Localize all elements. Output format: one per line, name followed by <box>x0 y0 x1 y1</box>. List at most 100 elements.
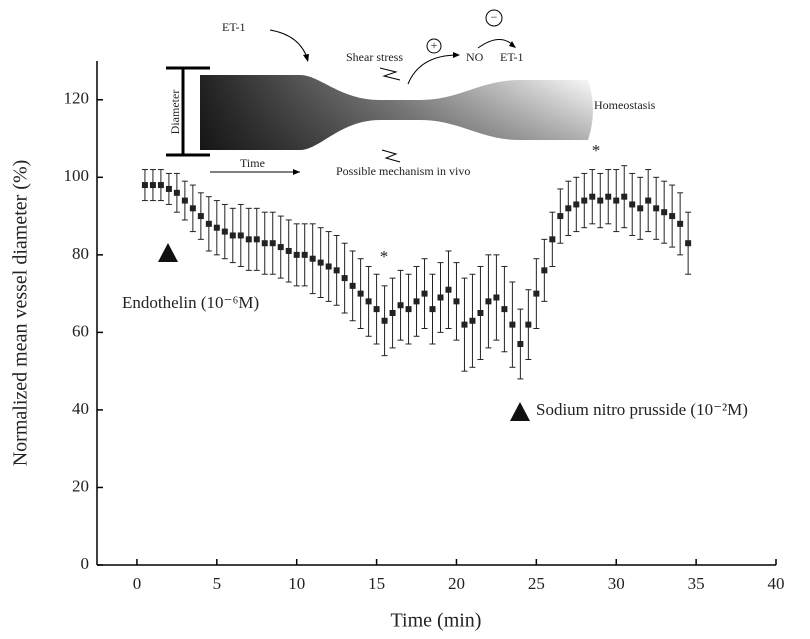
y-tick-label: 100 <box>64 166 90 185</box>
y-tick-label: 60 <box>72 321 89 340</box>
point <box>525 321 532 328</box>
point <box>197 213 204 220</box>
point <box>245 236 252 243</box>
inset-label: Homeostasis <box>594 98 656 112</box>
point <box>645 197 652 204</box>
inset-diagram: Diameter Time Possible mechanism in vivo… <box>166 9 656 178</box>
x-tick-label: 20 <box>448 574 465 593</box>
annotation: Sodium nitro prusside (10⁻²M) <box>536 400 748 419</box>
zigzag <box>379 67 401 81</box>
point <box>349 282 356 289</box>
point <box>453 298 460 305</box>
point <box>181 197 188 204</box>
point <box>565 205 572 212</box>
point <box>165 185 172 192</box>
point <box>381 317 388 324</box>
triangle-marker <box>158 243 178 262</box>
x-tick-label: 15 <box>368 574 385 593</box>
point <box>445 286 452 293</box>
point <box>605 193 612 200</box>
point <box>189 205 196 212</box>
inset-label: Diameter <box>168 90 182 135</box>
point <box>301 251 308 258</box>
point <box>461 321 468 328</box>
arrow-head <box>293 169 300 175</box>
point <box>157 182 164 189</box>
point <box>533 290 540 297</box>
point <box>621 193 628 200</box>
point <box>509 321 516 328</box>
point <box>237 232 244 239</box>
point <box>149 182 156 189</box>
point <box>677 220 684 227</box>
point <box>685 240 692 247</box>
sign-circle <box>426 38 442 54</box>
point <box>309 255 316 262</box>
point <box>253 236 260 243</box>
x-tick-label: 25 <box>528 574 545 593</box>
point <box>541 267 548 274</box>
point <box>549 236 556 243</box>
vessel-shade <box>200 75 593 150</box>
point <box>613 197 620 204</box>
x-tick-label: 0 <box>133 574 142 593</box>
x-tick-label: 5 <box>213 574 222 593</box>
point <box>213 224 220 231</box>
point <box>229 232 236 239</box>
point <box>501 306 508 313</box>
inset-label: ET-1 <box>222 20 246 34</box>
point <box>581 197 588 204</box>
inset-label: Possible mechanism in vivo <box>336 164 470 178</box>
point <box>373 306 380 313</box>
point <box>437 294 444 301</box>
point <box>221 228 228 235</box>
point <box>141 182 148 189</box>
point <box>269 240 276 247</box>
point <box>485 298 492 305</box>
point <box>285 247 292 254</box>
point <box>365 298 372 305</box>
inset-label: + <box>431 38 438 52</box>
y-tick-label: 0 <box>81 554 90 573</box>
point <box>589 193 596 200</box>
point <box>357 290 364 297</box>
point <box>629 201 636 208</box>
x-tick-label: 30 <box>608 574 625 593</box>
point <box>205 220 212 227</box>
y-tick-label: 40 <box>72 399 89 418</box>
inset-label: Time <box>240 156 265 170</box>
y-tick-label: 80 <box>72 244 89 263</box>
annotation: Endothelin (10⁻⁶M) <box>122 293 259 312</box>
arrow <box>477 39 515 49</box>
point <box>333 267 340 274</box>
annotation: * <box>380 247 389 266</box>
point <box>325 263 332 270</box>
sign-circle <box>485 9 503 27</box>
point <box>261 240 268 247</box>
y-tick-label: 20 <box>72 476 89 495</box>
x-axis-label: Time (min) <box>391 610 482 632</box>
point <box>397 302 404 309</box>
arrow-head <box>509 41 516 48</box>
y-axis-label: Normalized mean vessel diameter (%) <box>10 160 32 467</box>
point <box>413 298 420 305</box>
point <box>597 197 604 204</box>
triangle-marker <box>510 402 530 421</box>
point <box>517 341 524 348</box>
point <box>493 294 500 301</box>
point <box>653 205 660 212</box>
point <box>341 275 348 282</box>
point <box>669 213 676 220</box>
point <box>317 259 324 266</box>
y-tick-label: 120 <box>64 89 90 108</box>
arrow-head <box>303 54 309 62</box>
point <box>573 201 580 208</box>
point <box>429 306 436 313</box>
point <box>405 306 412 313</box>
point <box>557 213 564 220</box>
inset-label: NO <box>466 50 484 64</box>
x-tick-label: 40 <box>768 574 785 593</box>
point <box>389 310 396 316</box>
annotation: * <box>592 141 601 160</box>
